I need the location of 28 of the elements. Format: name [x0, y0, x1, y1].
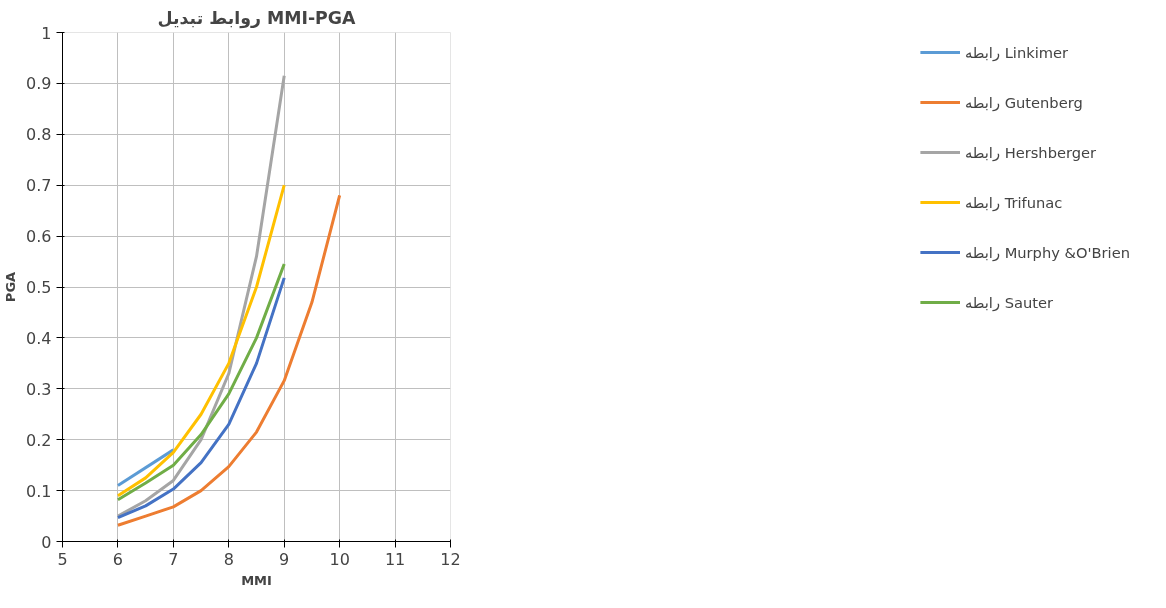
y-axis-title: PGA	[3, 271, 19, 303]
x-tick-label: 9	[279, 549, 290, 569]
y-tick-label: 0.5	[26, 278, 52, 297]
legend-label: رابطه Trifunac	[964, 193, 1063, 211]
legend-label: رابطه Hershberger	[964, 143, 1097, 161]
x-tick-label: 7	[168, 549, 179, 569]
x-tick-label: 12	[440, 549, 461, 569]
y-tick-label: 1	[41, 23, 52, 43]
x-axis-title: MMI	[241, 572, 272, 588]
y-tick-label: 0.3	[26, 379, 52, 399]
legend-label: رابطه Linkimer	[964, 43, 1069, 61]
legend-label: رابطه Murphy &O'Brien	[964, 243, 1130, 261]
y-tick-label: 0.8	[26, 125, 52, 145]
legend-label: رابطه Gutenberg	[964, 93, 1083, 111]
x-tick-label: 5	[57, 549, 68, 569]
chart-title: روابط تبدیل MMI-PGA	[157, 7, 357, 29]
y-tick-label: 0.4	[26, 328, 52, 348]
x-tick-label: 10	[329, 549, 350, 569]
y-tick-label: 0	[41, 532, 52, 552]
y-tick-label: 0.9	[26, 74, 52, 94]
y-tick-label: 0.7	[26, 176, 52, 196]
y-tick-label: 0.6	[26, 227, 52, 247]
x-tick-label: 6	[112, 549, 124, 569]
y-tick-label: 0.1	[26, 481, 52, 501]
x-tick-label: 11	[384, 549, 406, 569]
legend-label: رابطه Sauter	[964, 293, 1054, 311]
x-tick-label: 8	[223, 549, 234, 569]
y-tick-label: 0.2	[26, 430, 52, 450]
